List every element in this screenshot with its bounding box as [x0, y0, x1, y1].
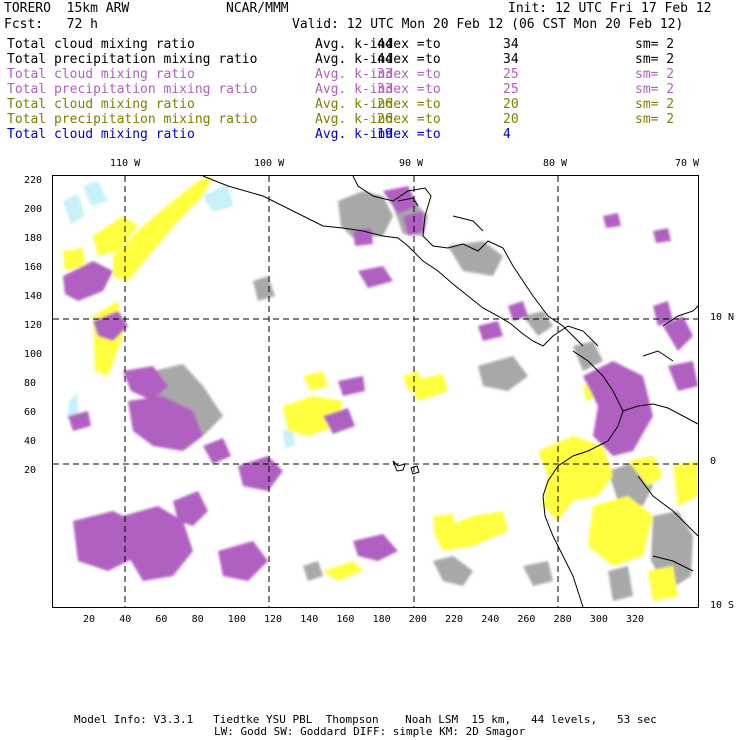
legend-smoothing: sm= 2: [635, 82, 675, 97]
legend-kindex-label: Avg. k-index =: [315, 67, 425, 82]
x-grid-tick-label: 300: [589, 614, 608, 625]
longitude-tick-label: 70 W: [675, 158, 700, 169]
legend-to-label: to: [425, 37, 441, 52]
latitude-tick-label: 0: [710, 456, 717, 467]
cloud-fields: [63, 176, 698, 601]
legend-row: Total precipitation mixing ratio Avg. k-i…: [7, 52, 737, 67]
legend-field-label: Total cloud mixing ratio: [7, 97, 195, 112]
legend-kindex-label: Avg. k-index =: [315, 97, 425, 112]
x-grid-tick-label: 120: [264, 614, 283, 625]
legend-field-label: Total precipitation mixing ratio: [7, 52, 258, 67]
y-grid-tick-label: 100: [24, 349, 43, 360]
coastlines: [202, 175, 699, 608]
legend-to-label: to: [425, 127, 441, 142]
legend-kindex-label: Avg. k-index =: [315, 127, 425, 142]
valid-time: Valid: 12 UTC Mon 20 Feb 12 (06 CST Mon …: [292, 17, 684, 32]
y-grid-tick-label: 120: [24, 320, 43, 331]
legend-field-label: Total cloud mixing ratio: [7, 127, 195, 142]
init-time: Init: 12 UTC Fri 17 Feb 12: [508, 1, 712, 16]
x-grid-tick-label: 100: [227, 614, 246, 625]
x-grid-tick-label: 80: [191, 614, 204, 625]
legend-kindex-low: 26: [377, 112, 393, 127]
legend-kindex-high: 4: [503, 127, 511, 142]
legend-kindex-low: 26: [377, 97, 393, 112]
field-gray: [153, 191, 693, 601]
legend-kindex-high: 25: [503, 82, 519, 97]
legend-to-label: to: [425, 82, 441, 97]
legend-field-label: Total cloud mixing ratio: [7, 37, 195, 52]
legend-to-label: to: [425, 67, 441, 82]
map-canvas: [53, 175, 699, 608]
legend-smoothing: sm= 2: [635, 37, 675, 52]
legend-kindex-label: Avg. k-index =: [315, 112, 425, 127]
legend-kindex-low: 44: [377, 37, 393, 52]
y-grid-tick-label: 140: [24, 291, 43, 302]
graticule: [53, 176, 698, 607]
forecast-hour: Fcst: 72 h: [4, 17, 98, 32]
legend-row: Total cloud mixing ratio Avg. k-index = 33…: [7, 67, 737, 82]
legend-kindex-low: 33: [377, 67, 393, 82]
x-grid-tick-label: 220: [445, 614, 464, 625]
y-grid-tick-label: 20: [24, 465, 37, 476]
y-grid-tick-label: 60: [24, 407, 37, 418]
legend-to-label: to: [425, 97, 441, 112]
legend-row: Total precipitation mixing ratio Avg. k-i…: [7, 82, 737, 97]
legend-field-label: Total cloud mixing ratio: [7, 67, 195, 82]
legend-smoothing: sm= 2: [635, 52, 675, 67]
legend-kindex-high: 34: [503, 52, 519, 67]
legend-kindex-high: 20: [503, 112, 519, 127]
legend-row: Total precipitation mixing ratio Avg. k-i…: [7, 112, 737, 127]
model-name: TORERO 15km ARW: [4, 1, 130, 16]
x-grid-tick-label: 140: [300, 614, 319, 625]
legend-kindex-high: 20: [503, 97, 519, 112]
legend: Total cloud mixing ratio Avg. k-index = 44…: [7, 37, 737, 147]
x-grid-tick-label: 180: [372, 614, 391, 625]
x-grid-tick-label: 260: [517, 614, 536, 625]
x-grid-tick-label: 320: [626, 614, 645, 625]
y-grid-tick-label: 200: [24, 204, 43, 215]
legend-kindex-label: Avg. k-index =: [315, 52, 425, 67]
y-grid-tick-label: 180: [24, 233, 43, 244]
legend-field-label: Total precipitation mixing ratio: [7, 82, 258, 97]
longitude-tick-label: 100 W: [254, 158, 285, 169]
legend-field-label: Total precipitation mixing ratio: [7, 112, 258, 127]
x-grid-tick-label: 200: [408, 614, 427, 625]
longitude-tick-label: 90 W: [399, 158, 424, 169]
legend-row: Total cloud mixing ratio Avg. k-index = 26…: [7, 97, 737, 112]
latitude-tick-label: 10 S: [710, 600, 735, 611]
y-grid-tick-label: 220: [24, 175, 43, 186]
longitude-tick-label: 110 W: [110, 158, 141, 169]
legend-smoothing: sm= 2: [635, 67, 675, 82]
latitude-tick-label: 10 N: [710, 312, 735, 323]
y-grid-tick-label: 40: [24, 436, 37, 447]
legend-kindex-label: Avg. k-index =: [315, 82, 425, 97]
model-info: Model Info: V3.3.1 Tiedtke YSU PBL Thomp…: [74, 713, 657, 726]
x-grid-tick-label: 160: [336, 614, 355, 625]
legend-kindex-high: 25: [503, 67, 519, 82]
legend-kindex-low: 44: [377, 52, 393, 67]
legend-row: Total cloud mixing ratio Avg. k-index = 44…: [7, 37, 737, 52]
legend-kindex-low: 19: [377, 127, 393, 142]
field-yellow: [63, 176, 698, 601]
x-grid-tick-label: 20: [83, 614, 96, 625]
legend-to-label: to: [425, 52, 441, 67]
x-grid-tick-label: 240: [481, 614, 500, 625]
legend-kindex-high: 34: [503, 37, 519, 52]
legend-row: Total cloud mixing ratio Avg. k-index = 19…: [7, 127, 737, 142]
center-name: NCAR/MMM: [226, 1, 289, 16]
y-grid-tick-label: 160: [24, 262, 43, 273]
legend-kindex-low: 33: [377, 82, 393, 97]
model-physics: LW: Godd SW: Goddard DIFF: simple KM: 2D…: [214, 725, 526, 738]
legend-to-label: to: [425, 112, 441, 127]
longitude-tick-label: 80 W: [543, 158, 568, 169]
legend-smoothing: sm= 2: [635, 112, 675, 127]
field-cyan: [63, 181, 295, 448]
x-grid-tick-label: 280: [553, 614, 572, 625]
legend-kindex-label: Avg. k-index =: [315, 37, 425, 52]
map-panel: [52, 175, 699, 608]
legend-smoothing: sm= 2: [635, 97, 675, 112]
x-grid-tick-label: 60: [155, 614, 168, 625]
y-grid-tick-label: 80: [24, 378, 37, 389]
x-grid-tick-label: 40: [119, 614, 132, 625]
